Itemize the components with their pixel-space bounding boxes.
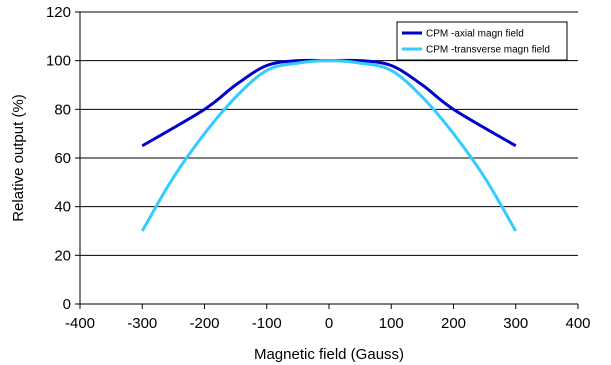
y-tick-label-6: 120 xyxy=(46,4,71,21)
x-tick-label-6: 200 xyxy=(441,315,466,332)
x-tick-label-0: -400 xyxy=(65,315,95,332)
x-tick-label-5: 100 xyxy=(379,315,404,332)
y-tick-label-3: 60 xyxy=(54,150,71,167)
x-tick-label-8: 400 xyxy=(565,315,590,332)
y-axis-ticks: 0 20 40 60 80 100 120 xyxy=(46,4,80,313)
series-line-0 xyxy=(141,58,517,148)
x-tick-label-3: -100 xyxy=(252,315,282,332)
y-tick-label-1: 20 xyxy=(54,247,71,264)
y-tick-label-5: 100 xyxy=(46,53,71,70)
x-tick-label-1: -300 xyxy=(127,315,157,332)
series-line-1 xyxy=(140,59,518,232)
legend-box xyxy=(396,21,568,61)
legend-label-0: CPM -axial magn field xyxy=(426,29,524,40)
x-tick-label-4: 0 xyxy=(325,315,333,332)
y-tick-label-0: 0 xyxy=(63,296,71,313)
y-tick-label-4: 80 xyxy=(54,101,71,118)
x-axis-ticks: -400 -300 -200 -100 0 100 200 300 400 xyxy=(65,304,591,332)
x-tick-label-7: 300 xyxy=(503,315,528,332)
legend: CPM -axial magn field CPM -transverse mag… xyxy=(396,21,568,61)
y-tick-label-2: 40 xyxy=(54,199,71,216)
legend-label-1: CPM -transverse magn field xyxy=(426,45,550,56)
y-axis-title: Relative output (%) xyxy=(10,94,27,222)
series-lines xyxy=(140,58,518,232)
x-axis-title: Magnetic field (Gauss) xyxy=(254,346,404,363)
x-tick-label-2: -200 xyxy=(189,315,219,332)
